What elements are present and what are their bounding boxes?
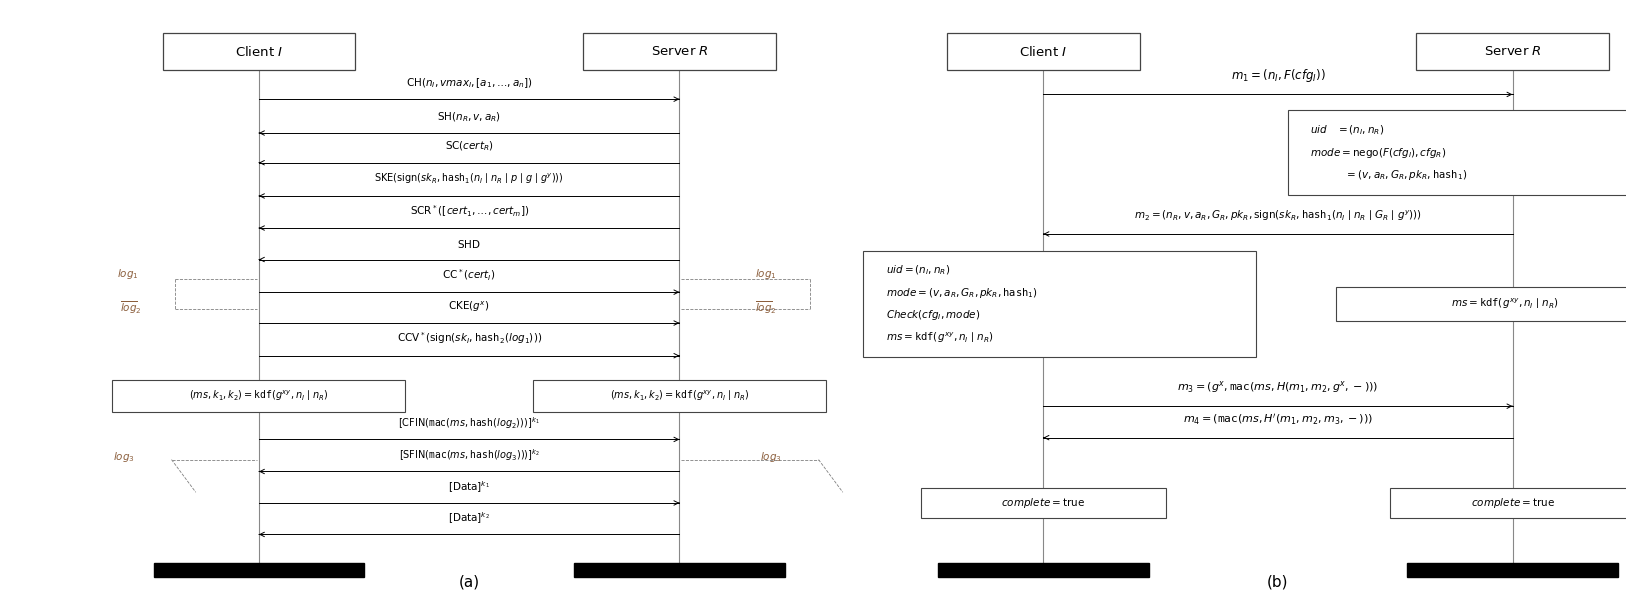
Text: $[\mathrm{Data}]^{k_2}$: $[\mathrm{Data}]^{k_2}$ xyxy=(448,511,490,526)
Text: $\mathrm{CH}(n_I, vmax_I, [a_1,\ldots,a_n])$: $\mathrm{CH}(n_I, vmax_I, [a_1,\ldots,a_… xyxy=(406,76,533,90)
Text: $\mathit{mode} = \mathrm{nego}(F(\mathit{cfg}_I), \mathit{cfg}_R)$: $\mathit{mode} = \mathrm{nego}(F(\mathit… xyxy=(1310,146,1447,160)
Text: $\mathit{log}_1$: $\mathit{log}_1$ xyxy=(117,267,138,280)
Text: $\mathit{log}_3$: $\mathit{log}_3$ xyxy=(761,450,782,463)
Text: $m_2 = (n_R, v, a_R, G_R, \mathit{pk}_R, \mathrm{sign}(\mathit{sk}_R, \mathtt{ha: $m_2 = (n_R, v, a_R, G_R, \mathit{pk}_R,… xyxy=(1134,209,1422,223)
Text: $\mathit{log}_3$: $\mathit{log}_3$ xyxy=(114,450,135,463)
Text: $\mathrm{CC}^*(\mathit{cert}_I)$: $\mathrm{CC}^*(\mathit{cert}_I)$ xyxy=(443,267,495,283)
Text: Server $\mathit{R}$: Server $\mathit{R}$ xyxy=(1484,45,1541,58)
Bar xyxy=(938,563,1148,578)
Text: $\mathrm{SKE}(\mathrm{sign}(\mathit{sk}_R,\mathtt{hash}_1(n_I\mid n_R\mid p\mid : $\mathrm{SKE}(\mathrm{sign}(\mathit{sk}_… xyxy=(375,172,564,187)
FancyBboxPatch shape xyxy=(533,380,826,412)
Text: $m_3 = (g^x, \mathtt{mac}(ms, H(m_1, m_2, g^x, -)))$: $m_3 = (g^x, \mathtt{mac}(ms, H(m_1, m_2… xyxy=(1178,380,1378,395)
Text: $\mathrm{SH}(n_R,v,a_R)$: $\mathrm{SH}(n_R,v,a_R)$ xyxy=(437,110,502,124)
Text: $(ms, k_1, k_2) = \mathtt{kdf}(g^{xy}, n_I\mid n_R)$: $(ms, k_1, k_2) = \mathtt{kdf}(g^{xy}, n… xyxy=(189,389,329,403)
Text: $\mathrm{SCR}^*([\mathit{cert}_1,\ldots,\mathit{cert}_m])$: $\mathrm{SCR}^*([\mathit{cert}_1,\ldots,… xyxy=(409,203,529,218)
Text: Client $\mathit{I}$: Client $\mathit{I}$ xyxy=(1020,45,1067,59)
Text: $\mathit{uid} = (n_I, n_R)$: $\mathit{uid} = (n_I, n_R)$ xyxy=(886,263,950,277)
Text: $\mathit{log}_1$: $\mathit{log}_1$ xyxy=(756,267,777,280)
Text: Client $\mathit{I}$: Client $\mathit{I}$ xyxy=(235,45,283,59)
Text: $m_1 = (n_I, F(\mathit{cfg}_I))$: $m_1 = (n_I, F(\mathit{cfg}_I))$ xyxy=(1230,67,1326,84)
Text: (a): (a) xyxy=(459,575,479,590)
Text: $m_4 = (\mathtt{mac}(ms, H'(m_1, m_2, m_3, -)))$: $m_4 = (\mathtt{mac}(ms, H'(m_1, m_2, m_… xyxy=(1183,413,1373,427)
Text: $\mathrm{SC}(\mathit{cert}_R)$: $\mathrm{SC}(\mathit{cert}_R)$ xyxy=(445,139,494,153)
Text: $\mathit{uid}\quad = (n_I, n_R)$: $\mathit{uid}\quad = (n_I, n_R)$ xyxy=(1310,123,1385,137)
FancyBboxPatch shape xyxy=(583,33,775,70)
Text: $ms = \mathtt{kdf}(g^{xy}, n_I\mid n_R)$: $ms = \mathtt{kdf}(g^{xy}, n_I\mid n_R)$ xyxy=(886,331,994,345)
FancyBboxPatch shape xyxy=(922,487,1165,518)
FancyBboxPatch shape xyxy=(112,380,406,412)
FancyBboxPatch shape xyxy=(863,251,1256,357)
Text: $(ms, k_1, k_2) = \mathtt{kdf}(g^{xy}, n_I\mid n_R)$: $(ms, k_1, k_2) = \mathtt{kdf}(g^{xy}, n… xyxy=(609,389,749,403)
FancyBboxPatch shape xyxy=(163,33,355,70)
Bar xyxy=(153,563,363,578)
FancyBboxPatch shape xyxy=(1416,33,1609,70)
Text: $\quad\quad\quad\;\, = (v, a_R, G_R, \mathit{pk}_R, \mathtt{hash}_1)$: $\quad\quad\quad\;\, = (v, a_R, G_R, \ma… xyxy=(1310,168,1468,182)
Text: $\mathit{\overline{log}_2}$: $\mathit{\overline{log}_2}$ xyxy=(121,299,142,316)
Bar xyxy=(1407,563,1618,578)
Text: $\mathit{complete} = \mathrm{true}$: $\mathit{complete} = \mathrm{true}$ xyxy=(1471,496,1554,510)
Text: $\mathit{complete} = \mathrm{true}$: $\mathit{complete} = \mathrm{true}$ xyxy=(1002,496,1085,510)
Text: $ms = \mathtt{kdf}(g^{xy}, n_I\mid n_R)$: $ms = \mathtt{kdf}(g^{xy}, n_I\mid n_R)$ xyxy=(1450,297,1559,311)
FancyBboxPatch shape xyxy=(946,33,1140,70)
FancyBboxPatch shape xyxy=(1391,487,1629,518)
Bar xyxy=(575,563,785,578)
Text: $\mathit{mode} = (v, a_R, G_R, \mathit{pk}_R, \mathtt{hash}_1)$: $\mathit{mode} = (v, a_R, G_R, \mathit{p… xyxy=(886,286,1038,300)
Text: $\mathrm{SHD}$: $\mathrm{SHD}$ xyxy=(458,238,481,250)
Text: Server $\mathit{R}$: Server $\mathit{R}$ xyxy=(650,45,709,58)
Text: (b): (b) xyxy=(1267,575,1289,590)
Text: $\mathit{\overline{log}_2}$: $\mathit{\overline{log}_2}$ xyxy=(756,299,777,316)
FancyBboxPatch shape xyxy=(1336,288,1629,321)
Text: $[\mathrm{Data}]^{k_1}$: $[\mathrm{Data}]^{k_1}$ xyxy=(448,479,490,495)
Text: $\mathrm{CCV}^*(\mathrm{sign}(\mathit{sk}_I,\mathtt{hash}_2(log_1)))$: $\mathrm{CCV}^*(\mathrm{sign}(\mathit{sk… xyxy=(396,331,542,346)
Text: $[\mathrm{CFIN}(\mathtt{mac}(ms,\mathtt{hash}(log_2)))]^{k_1}$: $[\mathrm{CFIN}(\mathtt{mac}(ms,\mathtt{… xyxy=(397,416,541,431)
Text: $\mathit{Check}(\mathit{cfg}_I, \mathit{mode})$: $\mathit{Check}(\mathit{cfg}_I, \mathit{… xyxy=(886,309,981,322)
FancyBboxPatch shape xyxy=(1287,111,1629,195)
Text: $[\mathrm{SFIN}(\mathtt{mac}(ms,\mathtt{hash}(log_3)))]^{k_2}$: $[\mathrm{SFIN}(\mathtt{mac}(ms,\mathtt{… xyxy=(399,447,539,463)
Text: $\mathrm{CKE}(g^x)$: $\mathrm{CKE}(g^x)$ xyxy=(448,299,490,313)
